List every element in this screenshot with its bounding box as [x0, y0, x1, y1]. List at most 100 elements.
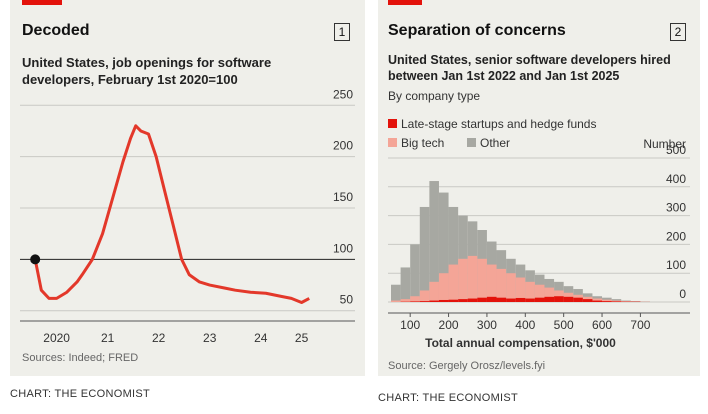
bar: [611, 301, 622, 302]
x-tick-label: 700: [630, 318, 650, 332]
x-tick-label: 100: [400, 318, 420, 332]
start-dot: [30, 254, 41, 265]
legend-label: Other: [480, 136, 510, 150]
bar: [582, 299, 593, 302]
bar: [477, 297, 487, 302]
bar: [592, 300, 603, 302]
credit: CHART: THE ECONOMIST: [10, 388, 151, 400]
x-tick-label: 22: [152, 331, 166, 345]
legend-swatch: [388, 138, 397, 147]
x-tick-label: 2020: [43, 331, 70, 345]
bar: [429, 281, 439, 302]
bar: [602, 299, 612, 302]
bar: [534, 284, 545, 302]
bar: [458, 299, 468, 302]
bar: [438, 273, 449, 302]
y-tick-label: 150: [333, 190, 353, 204]
bar: [391, 284, 401, 302]
line: [33, 124, 310, 305]
bar: [554, 296, 564, 302]
source: Source: Gergely Orosz/levels.fyi: [388, 360, 546, 372]
x-tick-label: 25: [295, 331, 309, 345]
chart-number: 1: [334, 23, 350, 41]
title: Separation of concerns: [388, 22, 566, 39]
red-tab: [22, 0, 62, 5]
bar: [419, 290, 430, 302]
bar: [506, 298, 516, 302]
y-tick-label: 200: [666, 229, 686, 243]
bar: [486, 296, 497, 302]
y-tick-label: 400: [666, 172, 686, 186]
red-tab: [388, 0, 422, 5]
bar: [496, 268, 507, 302]
x-tick-label: 300: [477, 318, 497, 332]
bar: [448, 299, 459, 302]
bar: [573, 297, 583, 302]
note: By company type: [388, 89, 481, 103]
bar: [438, 192, 449, 302]
chart-number: 2: [670, 23, 686, 41]
bar: [534, 297, 545, 302]
x-tick-label: 600: [592, 318, 612, 332]
bar: [477, 258, 487, 302]
source: Sources: Indeed; FRED: [22, 352, 139, 364]
x-tick-label: 200: [439, 318, 459, 332]
y-tick-label: 250: [333, 87, 353, 101]
y-tick-label: 100: [333, 241, 353, 255]
bar: [410, 301, 420, 302]
bar: [544, 287, 555, 302]
bar: [525, 281, 535, 302]
bar: [400, 267, 411, 302]
bar: [544, 296, 555, 302]
legend-swatch: [467, 138, 476, 147]
subtitle: United States, job openings for software…: [22, 55, 272, 87]
bar: [611, 300, 622, 302]
bar: [400, 299, 411, 302]
bar: [419, 206, 430, 302]
panel: [10, 0, 365, 376]
x-tick-label: 400: [515, 318, 535, 332]
bar: [448, 264, 459, 302]
y-tick-label: 0: [679, 287, 686, 301]
bar: [391, 300, 401, 302]
bar: [515, 277, 526, 302]
y-tick-label: 200: [333, 139, 353, 153]
bar: [448, 206, 459, 302]
y-axis-label: Number: [643, 137, 686, 151]
title: Decoded: [22, 22, 90, 39]
bar: [621, 301, 631, 302]
legend-label: Big tech: [401, 136, 444, 150]
x-tick-label: 24: [254, 331, 268, 345]
bar: [592, 298, 603, 302]
bar: [467, 255, 478, 302]
x-tick-label: 23: [203, 331, 217, 345]
bar: [515, 297, 526, 302]
bar: [458, 258, 468, 302]
bar: [429, 300, 439, 302]
legend-label: Late-stage startups and hedge funds: [401, 117, 596, 131]
y-tick-label: 100: [666, 258, 686, 272]
x-tick-label: 21: [101, 331, 115, 345]
x-axis-label: Total annual compensation, $'000: [425, 336, 616, 350]
x-tick-label: 500: [554, 318, 574, 332]
subtitle: United States, senior software developer…: [388, 53, 671, 83]
bar: [506, 273, 516, 302]
bar: [563, 296, 574, 302]
bar: [602, 301, 612, 302]
bar: [467, 298, 478, 302]
bar: [410, 296, 420, 302]
y-tick-label: 300: [666, 201, 686, 215]
y-tick-label: 50: [340, 293, 354, 307]
bar: [419, 301, 430, 302]
y-tick-label: 500: [666, 143, 686, 157]
credit: CHART: THE ECONOMIST: [378, 392, 519, 404]
bar: [438, 299, 449, 302]
bar: [525, 298, 535, 302]
legend-swatch: [388, 119, 397, 128]
bar: [410, 244, 420, 302]
bar: [486, 264, 497, 302]
bar: [496, 297, 507, 302]
bar: [429, 181, 439, 302]
